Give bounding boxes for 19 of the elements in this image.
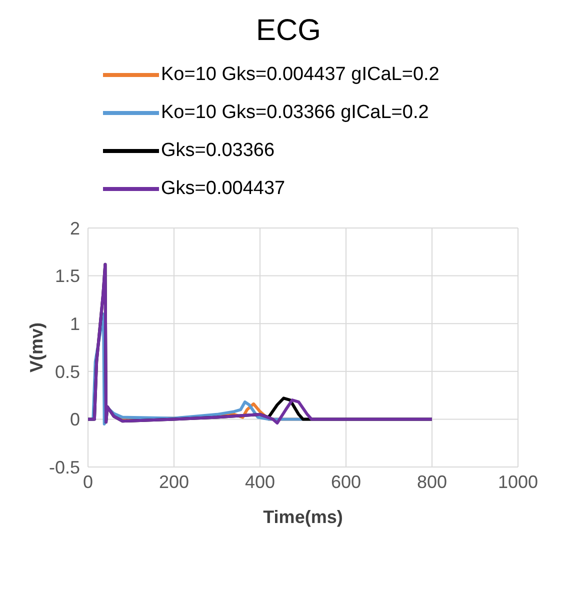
x-tick-label: 0: [82, 472, 94, 492]
legend-label: Gks=0.03366: [161, 139, 275, 163]
x-axis-title: Time(ms): [263, 507, 343, 527]
x-tick-label: 400: [244, 472, 276, 492]
y-tick-label: 1: [70, 314, 80, 334]
x-tick-label: 1000: [498, 472, 538, 492]
x-tick-label: 600: [330, 472, 362, 492]
y-tick-label: -0.5: [48, 457, 80, 478]
y-tick-label: 0.5: [54, 362, 80, 382]
y-tick-label: 1.5: [54, 266, 80, 286]
y-axis-title: V(mv): [26, 322, 46, 373]
legend-label: Ko=10 Gks=0.03366 gICaL=0.2: [161, 101, 429, 125]
y-tick-label: 2: [70, 218, 80, 238]
chart-title: ECG: [254, 14, 322, 48]
y-tick-label: 0: [70, 410, 80, 430]
x-tick-label: 200: [158, 472, 190, 492]
legend-label: Gks=0.004437: [161, 177, 286, 201]
legend-label: Ko=10 Gks=0.004437 gICaL=0.2: [161, 63, 440, 87]
x-tick-label: 800: [416, 472, 448, 492]
